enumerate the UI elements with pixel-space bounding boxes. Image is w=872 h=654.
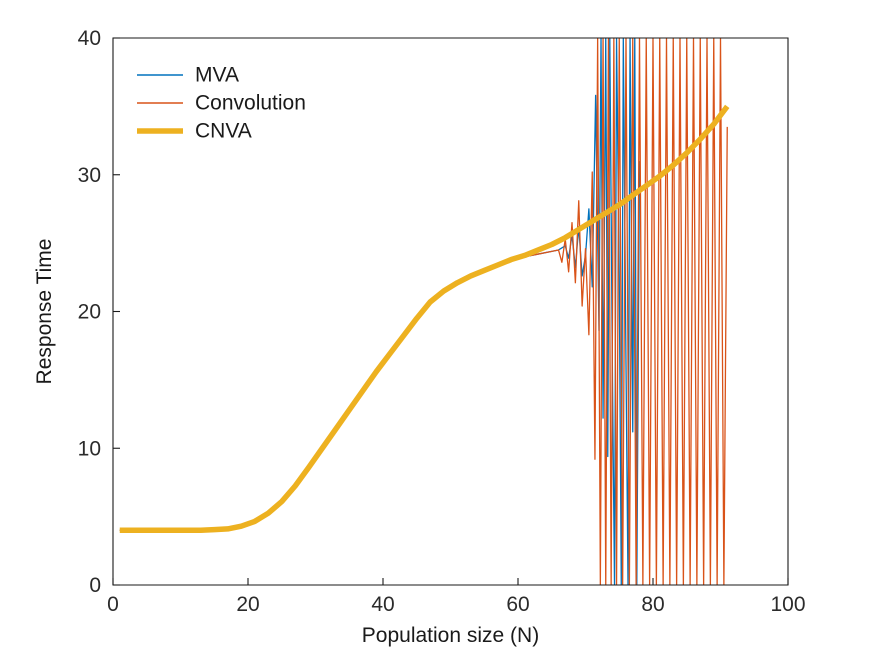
y-tick-label: 40 (78, 27, 101, 50)
y-axis-ticks: 0 10 20 30 40 (78, 27, 120, 597)
series-line-cnva (119, 104, 730, 534)
y-tick-label: 0 (89, 574, 101, 597)
x-tick-label: 40 (371, 593, 394, 616)
legend-label-mva: MVA (195, 64, 239, 87)
y-tick-label: 10 (78, 437, 101, 460)
x-axis-label: Population size (N) (362, 624, 539, 647)
x-tick-label: 0 (107, 593, 119, 616)
legend-label-cnva: CNVA (195, 120, 252, 143)
x-tick-label: 20 (236, 593, 259, 616)
y-tick-label: 20 (78, 301, 101, 324)
series-layer (119, 38, 730, 585)
x-tick-label: 80 (641, 593, 664, 616)
x-axis-ticks: 0 20 40 60 80 100 (107, 578, 806, 616)
legend-label-convolution: Convolution (195, 92, 306, 115)
y-axis-label: Response Time (33, 239, 56, 385)
x-tick-label: 60 (506, 593, 529, 616)
chart-legend: MVA Convolution CNVA (137, 64, 306, 143)
x-tick-label: 100 (770, 593, 805, 616)
y-tick-label: 30 (78, 164, 101, 187)
